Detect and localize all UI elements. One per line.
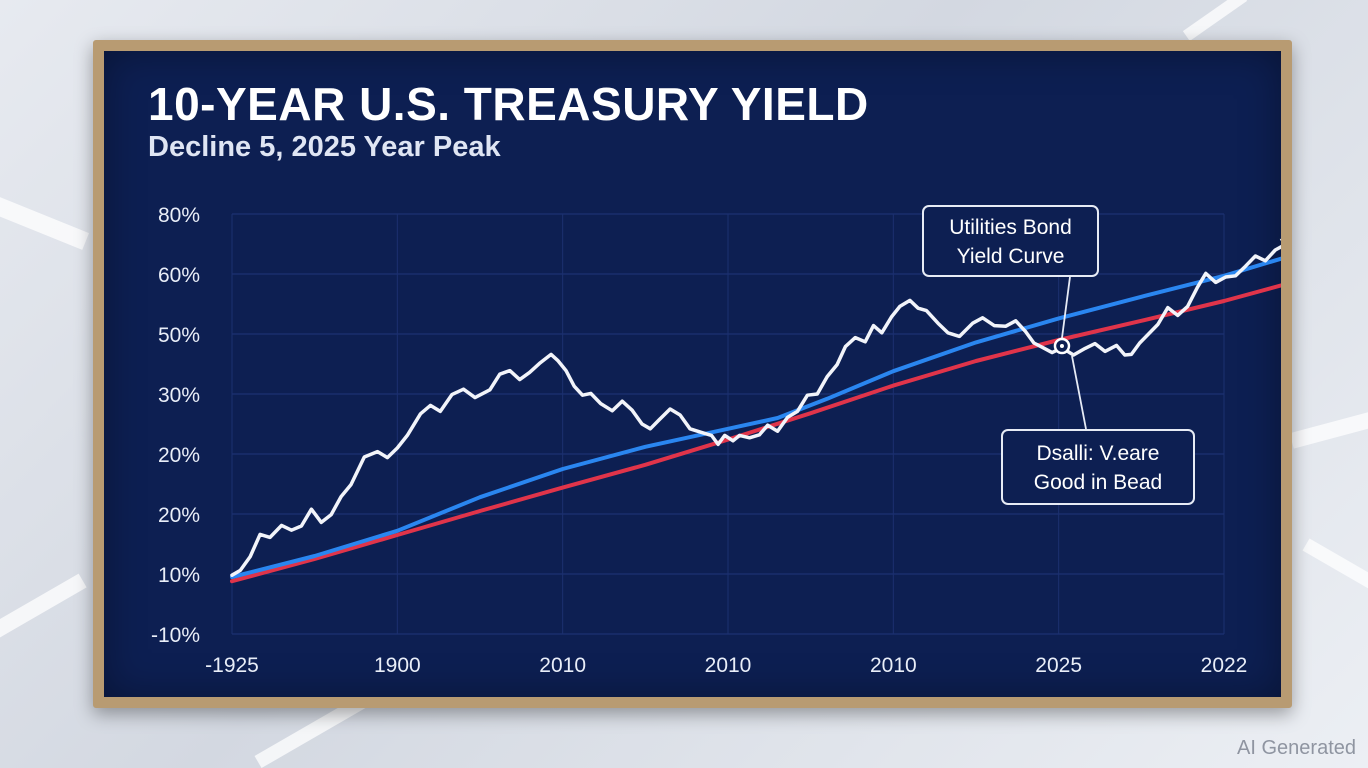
y-tick-label: 80% <box>158 204 200 227</box>
background-shard <box>1182 0 1248 41</box>
callout-leader-line <box>1061 276 1071 339</box>
y-tick-label: 20% <box>158 444 200 467</box>
annotation-line: Utilities Bond <box>949 216 1072 239</box>
y-tick-label: 60% <box>158 264 200 287</box>
x-tick-label: 2010 <box>539 654 586 677</box>
y-axis-ticks: 80% 60% 50% 30% 20% 20% 10% -10% <box>151 204 200 647</box>
callout-marker-dot <box>1059 344 1064 348</box>
series-line-curve_blue <box>230 256 1281 579</box>
y-tick-label: 30% <box>158 384 200 407</box>
annotation-bond-curve: Utilities Bond Yield Curve <box>922 205 1099 277</box>
y-tick-label: 20% <box>158 504 200 527</box>
chart-board: 10-YEAR U.S. TREASURY YIELD Decline 5, 2… <box>93 40 1292 708</box>
watermark: AI Generated <box>1237 737 1356 759</box>
x-tick-label: 2010 <box>705 654 752 677</box>
x-tick-label: 2010 <box>870 654 917 677</box>
annotation-line: Dsalli: V.eare <box>1036 442 1160 465</box>
series-line-yield <box>230 244 1281 577</box>
background-shard <box>1289 407 1368 449</box>
background-shard <box>0 573 87 643</box>
y-tick-label: -10% <box>151 624 200 647</box>
callout-leader-line <box>1071 355 1087 430</box>
y-tick-label: 50% <box>158 324 200 347</box>
background-shard <box>1302 538 1368 596</box>
x-tick-label: 2025 <box>1035 654 1082 677</box>
x-tick-label: 1900 <box>374 654 421 677</box>
annotation-line: Yield Curve <box>956 245 1065 268</box>
annotation-callouts <box>1053 276 1087 430</box>
arrow-head-icon <box>1279 238 1281 242</box>
annotation-line: Good in Bead <box>1033 471 1163 494</box>
chart-title: 10-YEAR U.S. TREASURY YIELD <box>148 78 869 130</box>
x-axis-ticks: -1925 1900 2010 2010 2010 2025 2022 <box>205 654 1247 677</box>
series-lines <box>230 238 1281 584</box>
line-chart: 80% 60% 50% 30% 20% 20% 10% -10% -1925 1900 2010 2… <box>151 204 1281 677</box>
background-shard <box>0 188 90 250</box>
grid-lines <box>231 213 1225 635</box>
x-tick-label: 2022 <box>1201 654 1248 677</box>
x-tick-label: -1925 <box>205 654 259 677</box>
y-tick-label: 10% <box>158 564 200 587</box>
annotation-note: Dsalli: V.eare Good in Bead <box>1001 429 1195 505</box>
chart-subtitle: Decline 5, 2025 Year Peak <box>148 131 501 163</box>
